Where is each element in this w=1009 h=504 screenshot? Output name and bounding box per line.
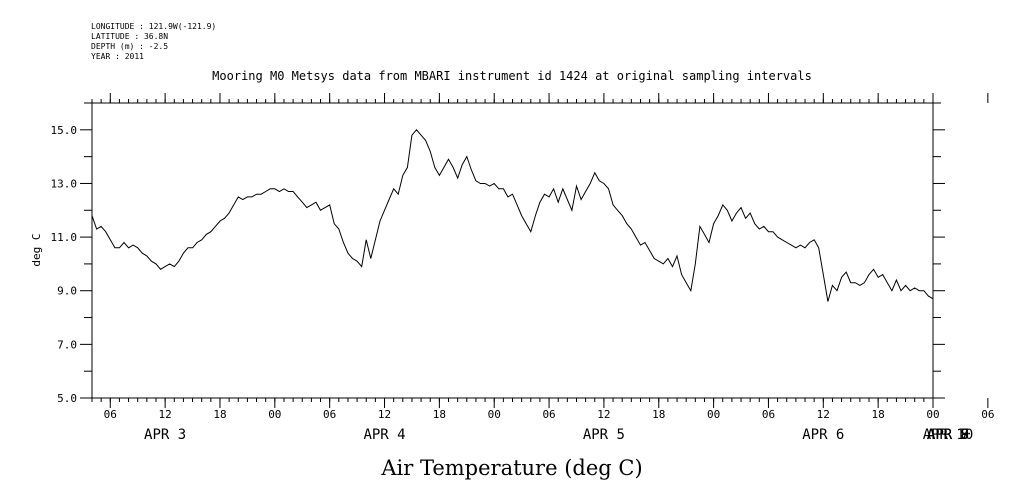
x-tick-label: 00 [268, 408, 281, 421]
x-tick-label: 06 [542, 408, 555, 421]
y-axis-label: deg C [30, 233, 43, 266]
chart-title: Mooring M0 Metsys data from MBARI instru… [212, 69, 812, 83]
x-tick-label: 06 [104, 408, 117, 421]
day-label: APR 4 [363, 427, 405, 443]
y-tick-label: 13.0 [51, 177, 78, 190]
series-line [91, 129, 934, 302]
x-tick-label: 12 [378, 408, 391, 421]
day-label: APR 3 [144, 427, 186, 443]
x-tick-label: 06 [323, 408, 336, 421]
header-longitude: LONGITUDE : 121.9W(-121.9) [91, 22, 216, 31]
day-label: APR 7 [927, 427, 969, 443]
x-tick-label: 00 [488, 408, 501, 421]
y-tick-label: 5.0 [57, 392, 77, 405]
y-axis: 5.0 7.0 9.0 11.0 13.0 15.0 [51, 102, 945, 405]
series [91, 129, 934, 302]
header-depth: DEPTH (m) : -2.5 [91, 42, 168, 51]
y-tick-label: 7.0 [57, 338, 77, 351]
x-tick-label: 12 [817, 408, 830, 421]
x-tick-label: 18 [652, 408, 665, 421]
x-tick-label: 18 [213, 408, 226, 421]
day-label: APR 6 [802, 427, 844, 443]
x-tick-label: 18 [872, 408, 885, 421]
x-tick-label: 00 [926, 408, 939, 421]
x-tick-label: 12 [597, 408, 610, 421]
day-label: APR 5 [583, 427, 625, 443]
x-axis-title: Air Temperature (deg C) [380, 456, 642, 480]
x-tick-label: 12 [159, 408, 172, 421]
x-tick-label: 18 [433, 408, 446, 421]
y-tick-label: 9.0 [57, 285, 77, 298]
x-tick-label: 00 [707, 408, 720, 421]
header-year: YEAR : 2011 [91, 52, 144, 61]
x-tick-label: 06 [981, 408, 994, 421]
day-label: APR 8 [927, 427, 969, 443]
y-tick-label: 15.0 [51, 124, 78, 137]
y-tick-label: 11.0 [51, 231, 78, 244]
x-tick-label: 06 [762, 408, 775, 421]
day-label: APR 9 [927, 427, 969, 443]
plot-frame [91, 102, 934, 399]
minor-ticks [91, 99, 934, 402]
x-axis: 0612180006121800061218000612180006121800… [104, 93, 994, 421]
day-label: APR 10 [923, 427, 974, 443]
header-latitude: LATITUDE : 36.8N [91, 32, 168, 41]
